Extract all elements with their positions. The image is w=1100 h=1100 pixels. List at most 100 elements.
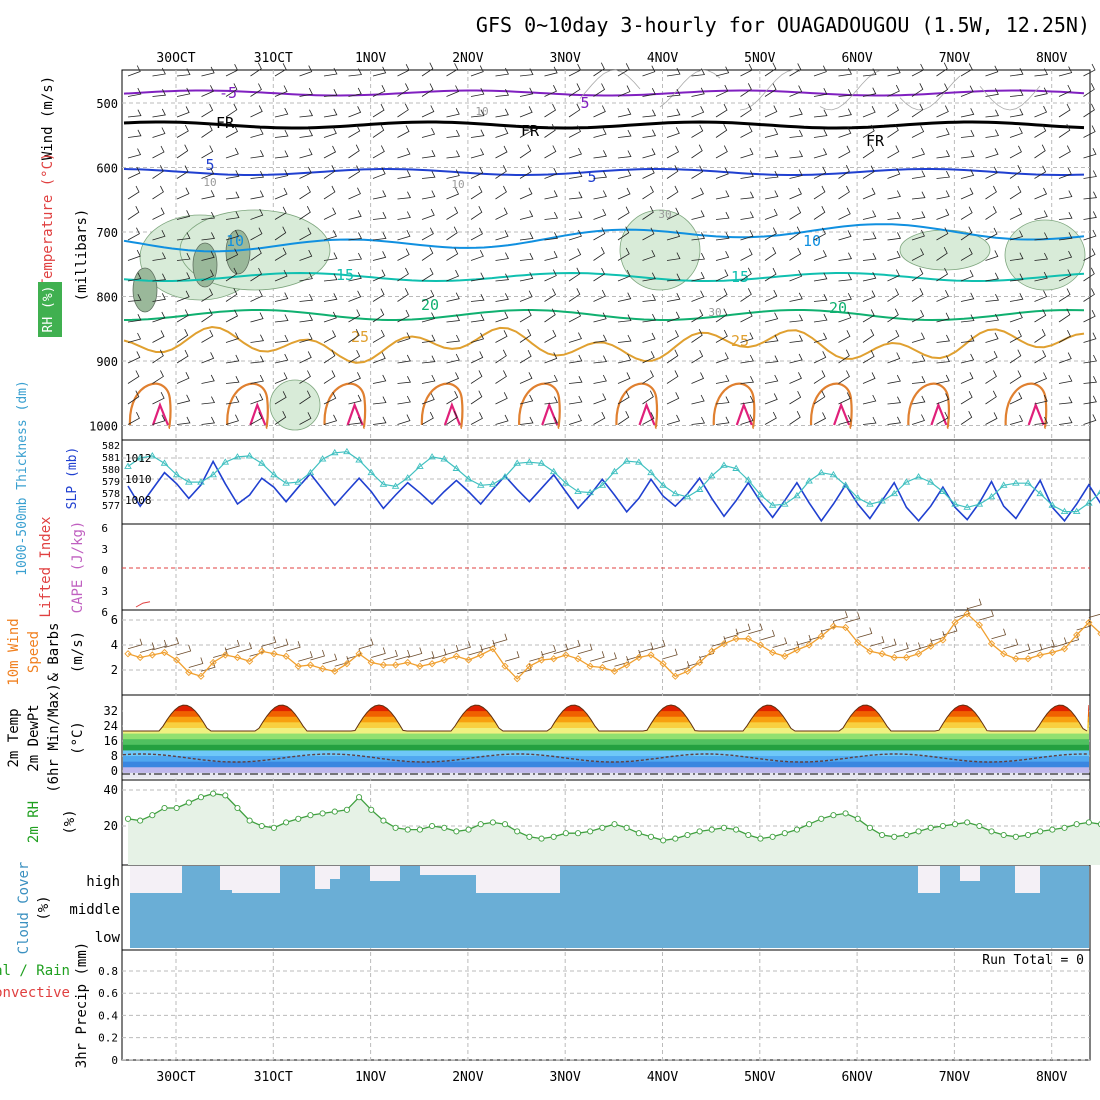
wind-barb <box>544 352 558 364</box>
wind-barb <box>372 288 385 302</box>
wind-barb <box>152 185 164 200</box>
wind-barb <box>813 250 827 261</box>
date-label-bottom: 2NOV <box>452 1070 483 1085</box>
cloud-unit: (%) <box>36 895 52 920</box>
wind-barb <box>617 353 632 364</box>
wind-barb <box>715 124 728 138</box>
wind-barb <box>1034 350 1047 364</box>
wind10-marker <box>367 658 375 667</box>
wind-barb <box>568 332 582 343</box>
wind10-marker <box>245 657 254 665</box>
upper-rh-label: RH (%) <box>41 286 56 333</box>
wind-barb <box>666 414 681 425</box>
wind-barb <box>568 103 581 118</box>
wind10-marker <box>404 658 412 667</box>
wind-barb <box>617 63 630 77</box>
upper-wind-label: Wind (m/s) <box>40 76 56 160</box>
wind-barb <box>176 349 189 364</box>
wind-barb <box>495 145 508 159</box>
wind-barb <box>421 171 436 179</box>
wind-barb <box>176 210 191 220</box>
wind-barb <box>421 393 435 405</box>
isotherm-freezing-inner <box>123 118 1085 126</box>
slp-marker <box>1048 501 1057 508</box>
wind-barb <box>985 88 999 97</box>
wind-barb <box>985 250 999 261</box>
wind-barb <box>225 309 239 323</box>
date-label-bottom: 1NOV <box>355 1070 386 1085</box>
wind-barb <box>348 68 363 77</box>
wind10-marker <box>513 675 521 683</box>
wind-barb <box>495 108 509 118</box>
wind-barb <box>299 390 311 405</box>
wind-barb <box>1083 310 1096 323</box>
wind-barb <box>495 230 509 241</box>
slp-marker <box>270 470 278 478</box>
rh2m-marker <box>1037 828 1044 835</box>
wind-barb <box>960 108 975 118</box>
wind-barb <box>446 226 458 241</box>
wind-barb <box>642 313 657 323</box>
isotherm-line <box>123 308 1085 322</box>
wind-barb <box>421 411 434 425</box>
wind-barb <box>201 329 214 343</box>
wind10-marker <box>817 632 825 640</box>
wind-barb <box>936 393 950 405</box>
wind-barb <box>495 127 509 138</box>
wind-barb <box>397 395 411 405</box>
wind10-marker <box>732 635 740 643</box>
wind-barb <box>1034 124 1047 138</box>
wind-barb <box>960 391 973 405</box>
wind-barb <box>348 329 360 343</box>
wind-barb <box>519 87 534 97</box>
wind10-marker <box>671 672 679 680</box>
slp-marker <box>817 468 826 476</box>
wind-barb <box>127 412 140 425</box>
wind-barb <box>323 252 338 261</box>
slp-marker <box>379 480 388 487</box>
wind-barb <box>323 185 336 200</box>
wind-barb <box>152 207 165 220</box>
rh2m-marker <box>1049 826 1056 833</box>
wind-barb <box>617 226 630 241</box>
rh2m-marker <box>1073 821 1080 828</box>
wind-barb <box>397 288 409 302</box>
thickness-tick: 582 <box>102 441 120 452</box>
slp-marker <box>148 452 157 459</box>
wind-barb <box>985 227 998 241</box>
wind-barb <box>323 165 336 179</box>
wind-barb <box>1083 229 1097 241</box>
li-label: Lifted Index <box>38 516 54 617</box>
wind10-marker <box>343 660 351 668</box>
wind-barb <box>348 165 361 179</box>
wind-barb <box>470 148 485 159</box>
wind-barb <box>691 372 705 384</box>
wind-barb <box>495 89 510 97</box>
wind-barb <box>299 206 311 220</box>
wind-barb <box>789 206 802 220</box>
wind-barb <box>960 226 973 241</box>
wind-barb <box>960 270 974 282</box>
wind-barb <box>813 313 828 323</box>
temp-curve <box>123 704 1088 732</box>
slp-marker <box>1036 489 1044 497</box>
rh2m-marker <box>526 833 533 840</box>
wind10-barb <box>748 623 763 635</box>
wind-barb <box>887 66 901 77</box>
wind-barb <box>838 414 852 425</box>
wind-barb <box>838 330 851 343</box>
wind10-barb <box>383 649 398 661</box>
wind-barb <box>519 350 532 364</box>
wind10-marker <box>708 647 716 655</box>
precip-label-2: Convective <box>0 985 70 1001</box>
wind-barb <box>666 370 679 384</box>
rh-shaded-dark <box>192 242 218 288</box>
wind-barb <box>985 390 997 405</box>
wind-barb <box>397 309 410 323</box>
wind-barb <box>1083 63 1096 77</box>
date-label-bottom: 7NOV <box>939 1070 970 1085</box>
wind-barb <box>152 414 166 425</box>
wind-barb <box>617 169 632 179</box>
wind-barb <box>764 247 777 261</box>
rh2m-marker <box>307 812 314 819</box>
